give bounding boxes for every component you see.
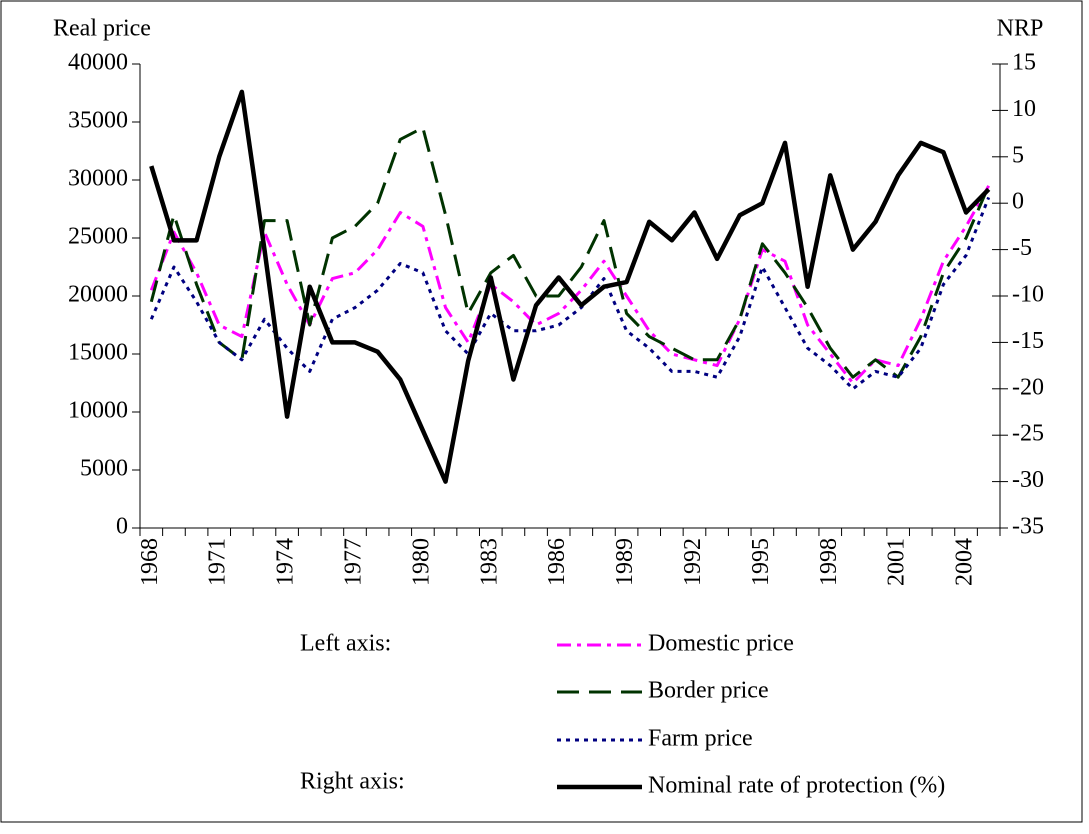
y2-tick-label: 15 bbox=[1012, 50, 1036, 76]
y2-axis-title: NRP bbox=[997, 16, 1044, 42]
x-tick-label: 1971 bbox=[205, 538, 231, 586]
y-tick-label: 40000 bbox=[68, 50, 128, 76]
legend-label: Farm price bbox=[648, 726, 753, 752]
x-tick-label: 1968 bbox=[137, 538, 163, 586]
y2-tick-label: -35 bbox=[1012, 514, 1044, 540]
x-tick-label: 1977 bbox=[341, 538, 367, 586]
series-line bbox=[149, 89, 991, 484]
y2-tick-label: -5 bbox=[1012, 235, 1032, 261]
series-line bbox=[149, 196, 991, 391]
y-tick-label: 20000 bbox=[68, 282, 128, 308]
y2-tick-label: -30 bbox=[1012, 467, 1044, 493]
legend-label: Nominal rate of protection (%) bbox=[648, 773, 945, 799]
y2-tick-label: -20 bbox=[1012, 374, 1044, 400]
y-tick-label: 35000 bbox=[68, 108, 128, 134]
legend-label: Domestic price bbox=[648, 631, 794, 657]
x-tick-label: 1998 bbox=[816, 538, 842, 586]
x-tick-label: 1986 bbox=[544, 538, 570, 586]
y-tick-label: 30000 bbox=[68, 166, 128, 192]
y2-tick-label: -10 bbox=[1012, 282, 1044, 308]
series-line bbox=[149, 185, 990, 385]
x-tick-label: 1974 bbox=[273, 538, 299, 586]
x-tick-label: 1980 bbox=[408, 538, 434, 586]
y2-tick-label: 0 bbox=[1012, 189, 1024, 215]
y-tick-label: 5000 bbox=[80, 456, 128, 482]
y2-tick-label: 10 bbox=[1012, 96, 1036, 122]
x-tick-label: 1995 bbox=[748, 538, 774, 586]
y2-tick-label: 5 bbox=[1012, 142, 1024, 168]
y-tick-label: 0 bbox=[116, 514, 128, 540]
series-line bbox=[149, 126, 991, 379]
x-tick-label: 2004 bbox=[952, 538, 978, 586]
y-tick-label: 25000 bbox=[68, 224, 128, 250]
legend-group-label: Left axis: bbox=[300, 631, 391, 657]
x-tick-label: 1992 bbox=[680, 538, 706, 586]
legend-group-label: Right axis: bbox=[300, 769, 405, 795]
legend-label: Border price bbox=[648, 678, 769, 704]
y-tick-label: 10000 bbox=[68, 398, 128, 424]
x-tick-label: 2001 bbox=[884, 538, 910, 586]
y2-tick-label: -15 bbox=[1012, 328, 1044, 354]
y2-tick-label: -25 bbox=[1012, 421, 1044, 447]
y-tick-label: 15000 bbox=[68, 340, 128, 366]
x-tick-label: 1983 bbox=[476, 538, 502, 586]
x-tick-label: 1989 bbox=[612, 538, 638, 586]
y-axis-title: Real price bbox=[53, 16, 151, 42]
